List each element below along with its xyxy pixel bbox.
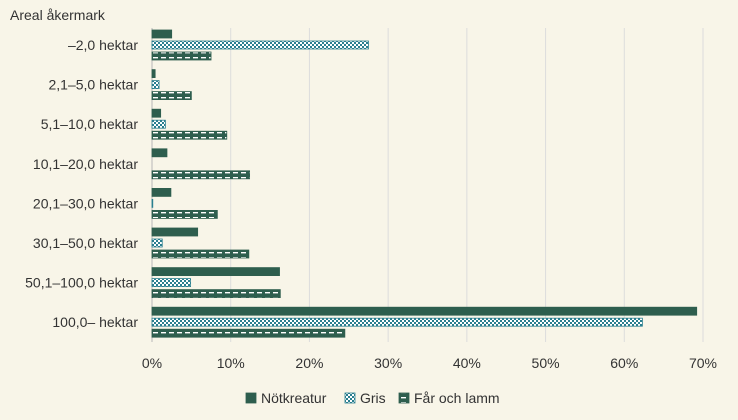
y-tick-label: 20,1–30,0 hektar	[33, 195, 138, 211]
legend-item-gris: Gris	[344, 390, 386, 406]
x-tick-label: 20%	[295, 355, 323, 371]
legend-label: Gris	[360, 390, 386, 406]
bars	[151, 29, 698, 338]
y-tick-label: –2,0 hektar	[68, 37, 138, 53]
bar-notkreatur	[151, 267, 280, 277]
bar-notkreatur	[151, 69, 156, 78]
y-tick-labels: –2,0 hektar 2,1–5,0 hektar 5,1–10,0 hektar…	[25, 37, 138, 330]
x-tick-label: 40%	[453, 355, 481, 371]
x-tick-label: 60%	[610, 355, 638, 371]
x-tick-labels: 0% 10% 20% 30% 40% 50% 60% 70%	[142, 355, 717, 371]
x-tick-label: 50%	[532, 355, 560, 371]
bar-far-och-lamm	[151, 249, 250, 259]
bar-far-och-lamm	[151, 209, 218, 219]
bar-notkreatur	[151, 148, 168, 158]
y-tick-label: 30,1–50,0 hektar	[33, 235, 138, 251]
bar-far-och-lamm	[151, 91, 192, 100]
legend-swatch	[398, 392, 410, 404]
legend-swatch	[344, 392, 356, 404]
bar-far-och-lamm	[151, 289, 281, 299]
bar-gris	[151, 80, 160, 89]
y-tick-label: 2,1–5,0 hektar	[48, 77, 138, 93]
legend: Nötkreatur Gris Får och lamm	[245, 390, 500, 406]
y-axis-title: Areal åkermark	[10, 7, 106, 23]
y-tick-label: 10,1–20,0 hektar	[33, 156, 138, 172]
bar-gris	[151, 238, 163, 248]
legend-label: Får och lamm	[414, 390, 500, 406]
x-tick-label: 0%	[142, 355, 162, 371]
x-tick-label: 30%	[374, 355, 402, 371]
bar-far-och-lamm	[151, 51, 212, 61]
x-tick-label: 10%	[217, 355, 245, 371]
bar-gris	[151, 317, 643, 327]
bar-gris	[151, 40, 369, 50]
y-tick-label: 50,1–100,0 hektar	[25, 275, 138, 291]
legend-swatch	[245, 392, 257, 404]
bar-notkreatur	[151, 306, 698, 316]
bar-notkreatur	[151, 108, 162, 118]
bar-far-och-lamm	[151, 328, 346, 338]
bar-gris	[151, 119, 166, 129]
x-tick-label: 70%	[689, 355, 717, 371]
legend-item-far-och-lamm: Får och lamm	[398, 390, 500, 406]
bar-gris	[151, 278, 191, 288]
bar-far-och-lamm	[151, 130, 228, 140]
bar-notkreatur	[151, 227, 199, 237]
bar-gris	[151, 198, 154, 208]
y-tick-label: 5,1–10,0 hektar	[41, 116, 139, 132]
grid	[151, 28, 704, 342]
y-tick-label: 100,0– hektar	[52, 314, 138, 330]
bar-notkreatur	[151, 29, 173, 39]
bar-notkreatur	[151, 187, 172, 197]
legend-label: Nötkreatur	[261, 390, 327, 406]
bar-far-och-lamm	[151, 170, 251, 180]
legend-item-notkreatur: Nötkreatur	[245, 390, 327, 406]
